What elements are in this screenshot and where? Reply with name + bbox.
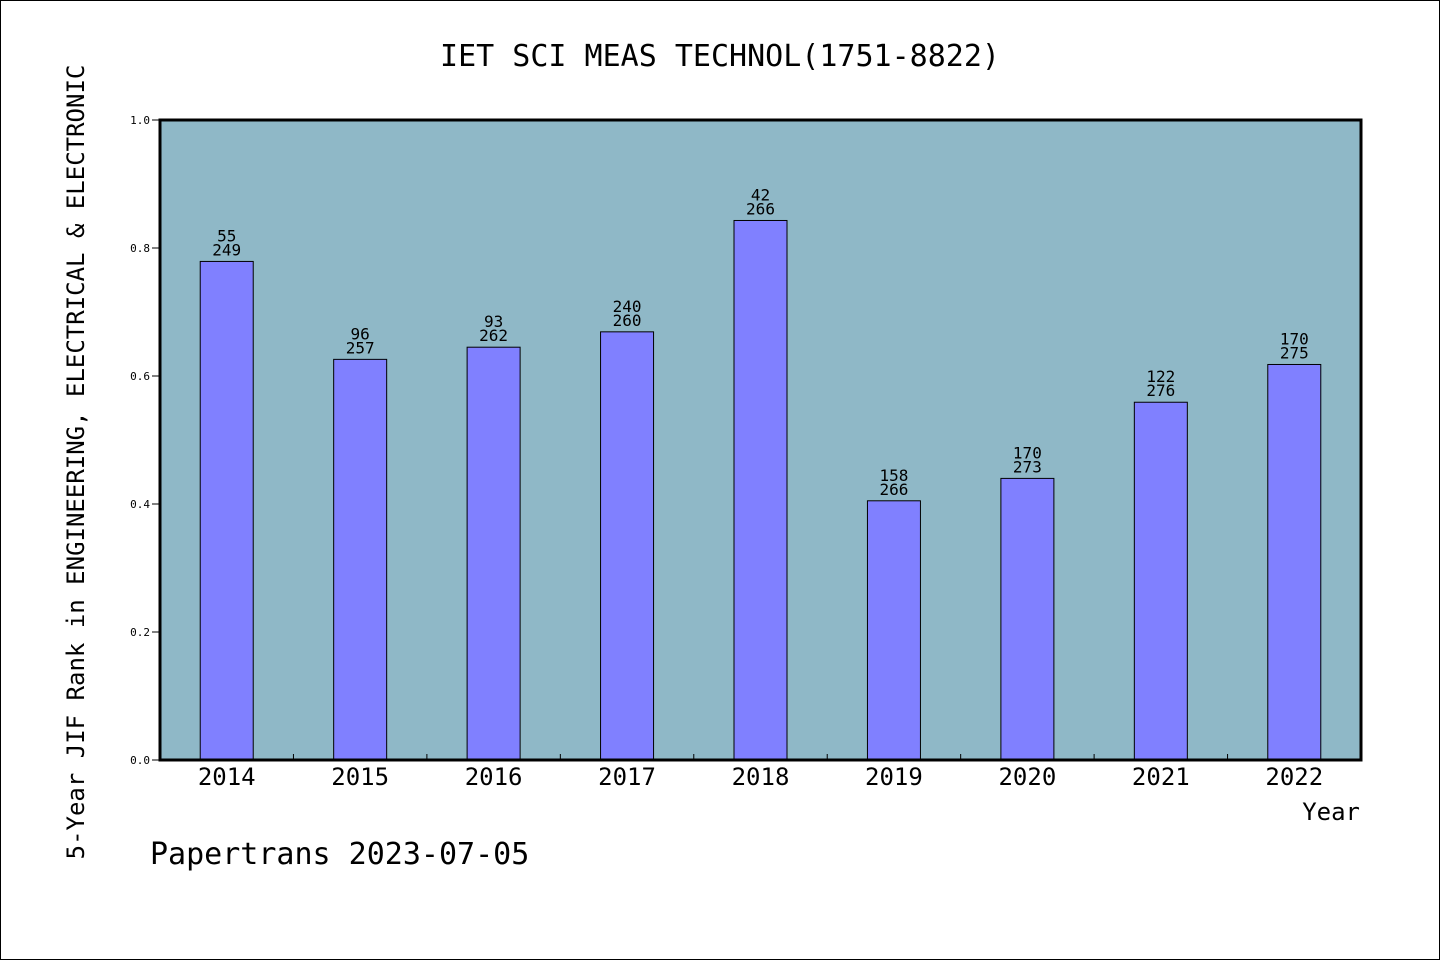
total-label-2019: 266 xyxy=(879,480,908,499)
y-tick-label: 0.6 xyxy=(130,370,150,383)
bar-2014 xyxy=(199,260,254,761)
y-tick-label: 0.4 xyxy=(130,498,150,511)
bar-2017 xyxy=(600,331,655,761)
x-axis: 2014 2015 2016 2017 2018 2019 2020 2021 2022 xyxy=(198,754,1323,791)
x-tick-label-2018: 2018 xyxy=(732,763,790,791)
footer-source: Papertrans 2023-07-05 xyxy=(150,837,529,872)
x-tick-label-2019: 2019 xyxy=(865,763,923,791)
bar-2020 xyxy=(1000,477,1055,761)
total-label-2014: 249 xyxy=(212,240,241,259)
total-label-2022: 275 xyxy=(1280,343,1309,362)
bar-2018 xyxy=(733,219,788,761)
y-tick-label: 0.8 xyxy=(130,242,150,255)
data-labels-group: 5524996257932622402604226615826617027312… xyxy=(212,185,1308,498)
total-label-2016: 262 xyxy=(479,326,508,345)
bar-2015 xyxy=(333,358,388,761)
total-label-2021: 276 xyxy=(1146,381,1175,400)
rank-label-2015: 96 xyxy=(351,324,370,343)
rank-label-2021: 122 xyxy=(1146,367,1175,386)
rank-label-2018: 42 xyxy=(751,185,770,204)
bars-group xyxy=(199,219,1322,761)
plot-border xyxy=(158,118,1363,762)
x-tick-label-2017: 2017 xyxy=(598,763,656,791)
x-axis-label: Year xyxy=(1302,798,1360,826)
bar-2016 xyxy=(466,346,521,761)
total-label-2015: 257 xyxy=(346,338,375,357)
rank-label-2016: 93 xyxy=(484,312,503,331)
y-axis: 0.0 0.2 0.4 0.6 0.8 1.0 xyxy=(130,114,160,767)
x-tick-label-2020: 2020 xyxy=(998,763,1056,791)
rank-label-2017: 240 xyxy=(613,297,642,316)
y-tick-label: 0.0 xyxy=(130,754,150,767)
y-axis-label: 5-Year JIF Rank in ENGINEERING, ELECTRIC… xyxy=(62,65,90,860)
rank-label-2022: 170 xyxy=(1280,329,1309,348)
rank-label-2014: 55 xyxy=(217,226,236,245)
x-tick-label-2022: 2022 xyxy=(1265,763,1323,791)
y-tick-label: 1.0 xyxy=(130,114,150,127)
rank-label-2020: 170 xyxy=(1013,443,1042,462)
total-label-2018: 266 xyxy=(746,199,775,218)
x-tick-label-2021: 2021 xyxy=(1132,763,1190,791)
chart-title: IET SCI MEAS TECHNOL(1751-8822) xyxy=(440,39,1000,74)
x-tick-label-2016: 2016 xyxy=(465,763,523,791)
total-label-2017: 260 xyxy=(613,311,642,330)
bar-2021 xyxy=(1133,401,1188,761)
total-label-2020: 273 xyxy=(1013,457,1042,476)
x-tick-label-2014: 2014 xyxy=(198,763,256,791)
rank-label-2019: 158 xyxy=(879,466,908,485)
x-tick-label-2015: 2015 xyxy=(331,763,389,791)
bar-2019 xyxy=(866,500,921,761)
bar-2022 xyxy=(1267,363,1322,761)
y-tick-label: 0.2 xyxy=(130,626,150,639)
